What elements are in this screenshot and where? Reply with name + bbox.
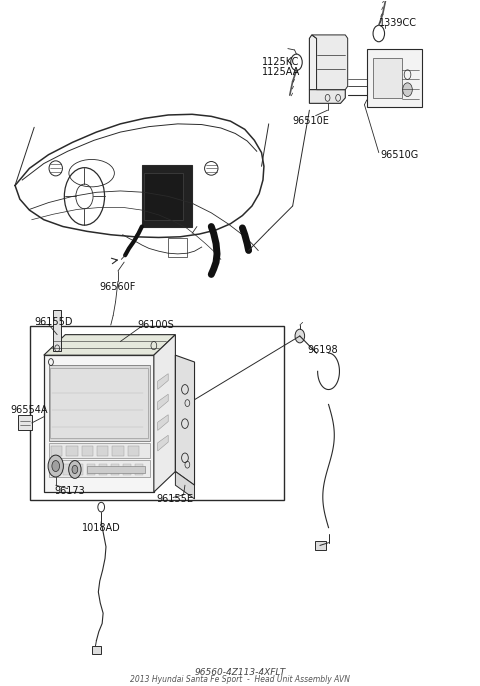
Text: 96510E: 96510E — [293, 116, 330, 126]
Bar — [51, 464, 60, 475]
Bar — [373, 58, 402, 98]
Bar — [66, 445, 78, 456]
Text: 96155E: 96155E — [156, 494, 193, 504]
Bar — [111, 464, 120, 475]
Circle shape — [72, 465, 78, 473]
Bar — [50, 368, 148, 438]
Text: 1125KC: 1125KC — [262, 57, 299, 67]
Bar — [99, 464, 108, 475]
Text: 96510G: 96510G — [380, 150, 419, 161]
Text: 2013 Hyundai Santa Fe Sport  -  Head Unit Assembly AVN: 2013 Hyundai Santa Fe Sport - Head Unit … — [130, 675, 350, 684]
Polygon shape — [310, 35, 317, 90]
Bar — [123, 464, 132, 475]
Text: 1339CC: 1339CC — [379, 18, 417, 27]
Text: 96173: 96173 — [54, 486, 85, 496]
Circle shape — [48, 455, 63, 477]
Bar — [144, 173, 182, 220]
Bar — [87, 466, 145, 473]
Text: 1018AD: 1018AD — [82, 523, 120, 532]
Polygon shape — [312, 35, 348, 90]
Text: 96100S: 96100S — [137, 320, 174, 330]
Polygon shape — [44, 335, 175, 355]
Bar — [168, 238, 187, 257]
Bar — [135, 464, 144, 475]
Polygon shape — [310, 90, 345, 104]
Polygon shape — [157, 415, 168, 430]
Bar — [63, 464, 72, 475]
Text: 1125AA: 1125AA — [262, 67, 300, 77]
Bar — [97, 445, 108, 456]
Text: 96560F: 96560F — [100, 282, 136, 292]
Polygon shape — [157, 435, 168, 451]
Polygon shape — [175, 471, 194, 499]
Polygon shape — [175, 355, 194, 485]
Bar — [128, 445, 139, 456]
Bar — [75, 464, 84, 475]
Bar — [44, 355, 154, 492]
Circle shape — [52, 460, 60, 471]
Bar — [82, 445, 93, 456]
Polygon shape — [154, 335, 175, 492]
Bar — [112, 445, 124, 456]
Bar — [142, 165, 192, 226]
Circle shape — [69, 460, 81, 478]
Bar — [18, 416, 32, 430]
Polygon shape — [157, 394, 168, 410]
Bar — [92, 646, 101, 654]
Bar — [315, 541, 325, 549]
Polygon shape — [157, 374, 168, 390]
Text: 96554A: 96554A — [10, 405, 48, 415]
Text: 96155D: 96155D — [34, 318, 72, 327]
Bar — [48, 442, 150, 458]
Circle shape — [295, 329, 305, 343]
Circle shape — [403, 83, 412, 97]
Bar — [48, 366, 150, 440]
Bar — [87, 464, 96, 475]
Bar — [367, 49, 422, 107]
Bar — [48, 460, 150, 477]
Text: 96198: 96198 — [307, 344, 337, 355]
Bar — [51, 445, 62, 456]
Bar — [30, 326, 284, 500]
Text: 96560-4Z113-4XFLT: 96560-4Z113-4XFLT — [194, 668, 286, 677]
Bar — [53, 310, 61, 351]
